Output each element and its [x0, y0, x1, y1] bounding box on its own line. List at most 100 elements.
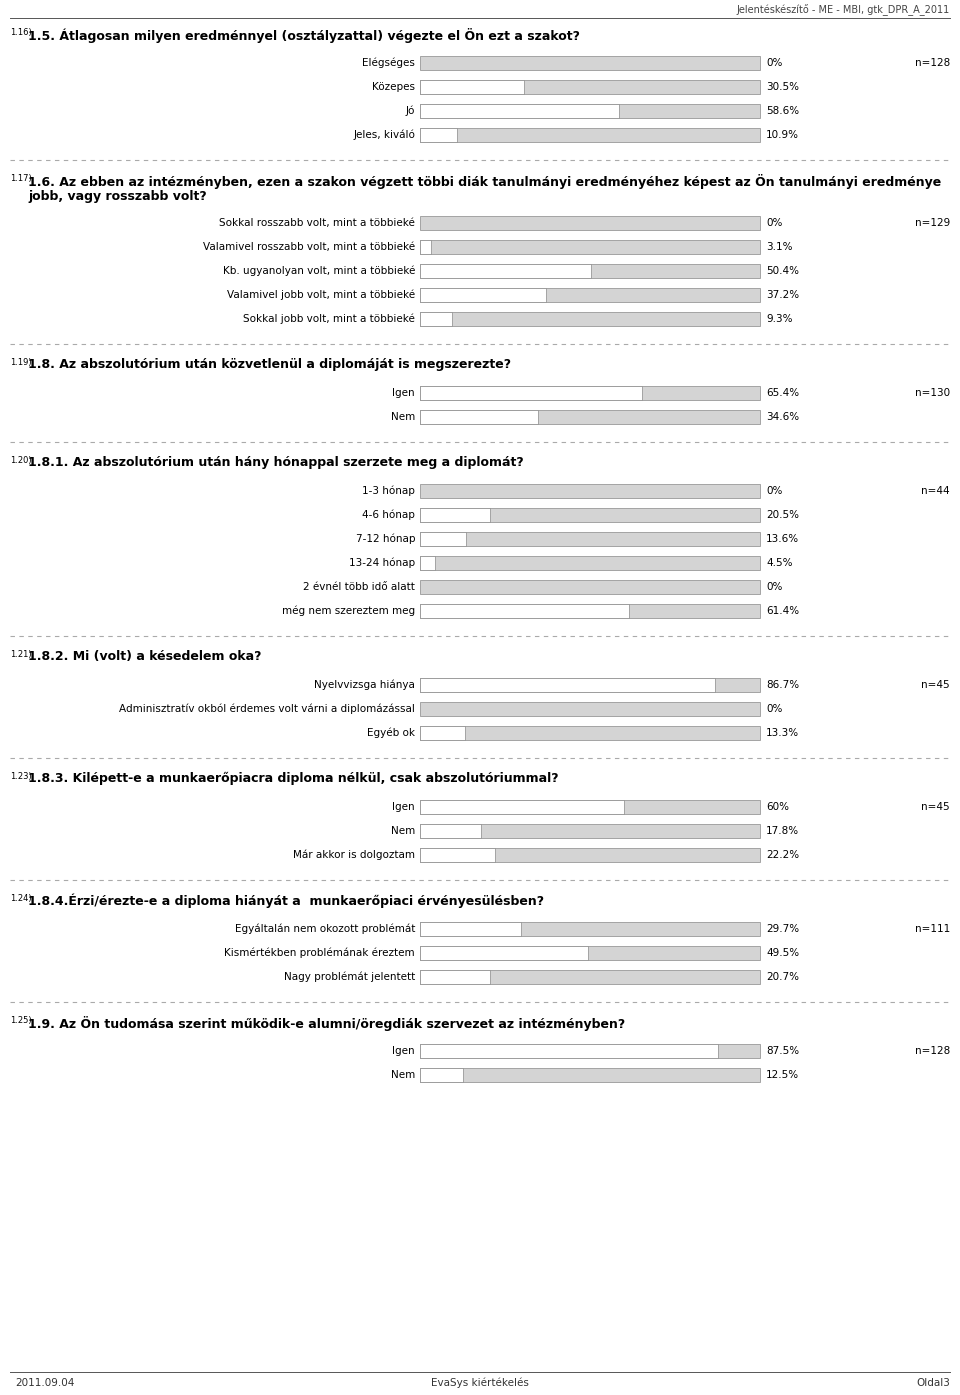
Bar	[420, 970, 491, 983]
Text: 7-12 hónap: 7-12 hónap	[355, 534, 415, 544]
Bar	[420, 1043, 717, 1057]
Text: n=111: n=111	[915, 923, 950, 935]
Text: 1.19): 1.19)	[10, 359, 32, 367]
Bar	[420, 312, 760, 326]
Bar	[420, 410, 760, 424]
Text: 60%: 60%	[766, 802, 789, 812]
Text: 1.9. Az Ön tudomása szerint működik-e alumni/öregdiák szervezet az intézményben?: 1.9. Az Ön tudomása szerint működik-e al…	[28, 1016, 625, 1031]
Bar	[420, 604, 629, 618]
Bar	[420, 531, 760, 545]
Bar	[420, 922, 760, 936]
Bar	[420, 80, 760, 93]
Bar	[420, 240, 760, 254]
Text: 2011.09.04: 2011.09.04	[15, 1378, 74, 1388]
Text: n=130: n=130	[915, 388, 950, 398]
Text: 20.7%: 20.7%	[766, 972, 799, 982]
Text: 1.23): 1.23)	[10, 771, 32, 781]
Text: 4.5%: 4.5%	[766, 558, 793, 568]
Bar	[420, 1069, 463, 1083]
Text: 17.8%: 17.8%	[766, 826, 799, 836]
Text: n=45: n=45	[922, 802, 950, 812]
Text: Elégséges: Elégséges	[362, 57, 415, 68]
Bar	[420, 531, 467, 545]
Text: 65.4%: 65.4%	[766, 388, 799, 398]
Bar	[420, 264, 760, 278]
Bar	[420, 848, 760, 862]
Text: 49.5%: 49.5%	[766, 949, 799, 958]
Text: Kismértékben problémának éreztem: Kismértékben problémának éreztem	[225, 947, 415, 958]
Text: Jó: Jó	[406, 106, 415, 116]
Text: 2 évnél több idő alatt: 2 évnél több idő alatt	[303, 582, 415, 591]
Bar	[420, 240, 430, 254]
Bar	[420, 799, 760, 815]
Text: 37.2%: 37.2%	[766, 290, 799, 300]
Text: 34.6%: 34.6%	[766, 412, 799, 423]
Bar	[420, 922, 521, 936]
Bar	[420, 80, 524, 93]
Text: Közepes: Közepes	[372, 82, 415, 92]
Text: 87.5%: 87.5%	[766, 1046, 799, 1056]
Text: 0%: 0%	[766, 704, 782, 714]
Text: Kb. ugyanolyan volt, mint a többieké: Kb. ugyanolyan volt, mint a többieké	[223, 266, 415, 276]
Text: 1.6. Az ebben az intézményben, ezen a szakon végzett többi diák tanulmányi eredm: 1.6. Az ebben az intézményben, ezen a sz…	[28, 174, 941, 188]
Bar	[420, 946, 760, 960]
Text: 10.9%: 10.9%	[766, 130, 799, 140]
Text: Nem: Nem	[391, 1070, 415, 1080]
Bar	[420, 287, 760, 301]
Text: Egyéb ok: Egyéb ok	[367, 728, 415, 738]
Text: 1.25): 1.25)	[10, 1016, 32, 1025]
Text: n=129: n=129	[915, 218, 950, 227]
Bar	[420, 264, 591, 278]
Text: 50.4%: 50.4%	[766, 266, 799, 276]
Text: 0%: 0%	[766, 485, 782, 497]
Bar	[420, 386, 760, 400]
Bar	[420, 970, 760, 983]
Text: 1.21): 1.21)	[10, 650, 32, 658]
Text: Oldal3: Oldal3	[916, 1378, 950, 1388]
Text: 0%: 0%	[766, 582, 782, 591]
Bar	[420, 287, 546, 301]
Text: 1.24): 1.24)	[10, 894, 32, 903]
Text: Igen: Igen	[393, 1046, 415, 1056]
Text: 1.8.4.Érzi/érezte-e a diploma hiányát a  munkaerőpiaci érvényesülésben?: 1.8.4.Érzi/érezte-e a diploma hiányát a …	[28, 894, 544, 908]
Bar	[420, 56, 760, 70]
Text: 1.16): 1.16)	[10, 28, 32, 38]
Text: 58.6%: 58.6%	[766, 106, 799, 116]
Text: 9.3%: 9.3%	[766, 314, 793, 324]
Bar	[420, 580, 760, 594]
Bar	[420, 484, 760, 498]
Text: 0%: 0%	[766, 59, 782, 68]
Bar	[420, 386, 642, 400]
Bar	[420, 312, 451, 326]
Text: Igen: Igen	[393, 802, 415, 812]
Bar	[420, 946, 588, 960]
Text: 12.5%: 12.5%	[766, 1070, 799, 1080]
Text: jobb, vagy rosszabb volt?: jobb, vagy rosszabb volt?	[28, 190, 206, 204]
Text: 61.4%: 61.4%	[766, 605, 799, 617]
Bar	[420, 508, 490, 522]
Text: 22.2%: 22.2%	[766, 850, 799, 859]
Text: Adminisztratív okból érdemes volt várni a diplomázással: Adminisztratív okból érdemes volt várni …	[119, 703, 415, 714]
Text: n=44: n=44	[922, 485, 950, 497]
Bar	[420, 128, 457, 142]
Text: 1.8.1. Az abszolutórium után hány hónappal szerzete meg a diplomát?: 1.8.1. Az abszolutórium után hány hónapp…	[28, 456, 524, 469]
Text: Egyáltalán nem okozott problémát: Egyáltalán nem okozott problémát	[234, 923, 415, 935]
Text: még nem szereztem meg: még nem szereztem meg	[282, 605, 415, 617]
Bar	[420, 105, 760, 119]
Text: n=45: n=45	[922, 679, 950, 691]
Text: 1.5. Átlagosan milyen eredménnyel (osztályzattal) végezte el Ön ezt a szakot?: 1.5. Átlagosan milyen eredménnyel (osztá…	[28, 28, 580, 43]
Text: Jelentéskészítő - ME - MBI, gtk_DPR_A_2011: Jelentéskészítő - ME - MBI, gtk_DPR_A_20…	[736, 4, 950, 15]
Text: Igen: Igen	[393, 388, 415, 398]
Text: 30.5%: 30.5%	[766, 82, 799, 92]
Text: Nyelvvizsga hiánya: Nyelvvizsga hiánya	[314, 679, 415, 691]
Text: n=128: n=128	[915, 1046, 950, 1056]
Bar	[420, 105, 619, 119]
Text: 86.7%: 86.7%	[766, 679, 799, 691]
Bar	[420, 725, 760, 739]
Text: Már akkor is dolgoztam: Már akkor is dolgoztam	[293, 850, 415, 861]
Text: EvaSys kiértékelés: EvaSys kiértékelés	[431, 1378, 529, 1388]
Text: 1.17): 1.17)	[10, 174, 32, 183]
Text: 0%: 0%	[766, 218, 782, 227]
Text: 1.20): 1.20)	[10, 456, 32, 465]
Bar	[420, 702, 760, 716]
